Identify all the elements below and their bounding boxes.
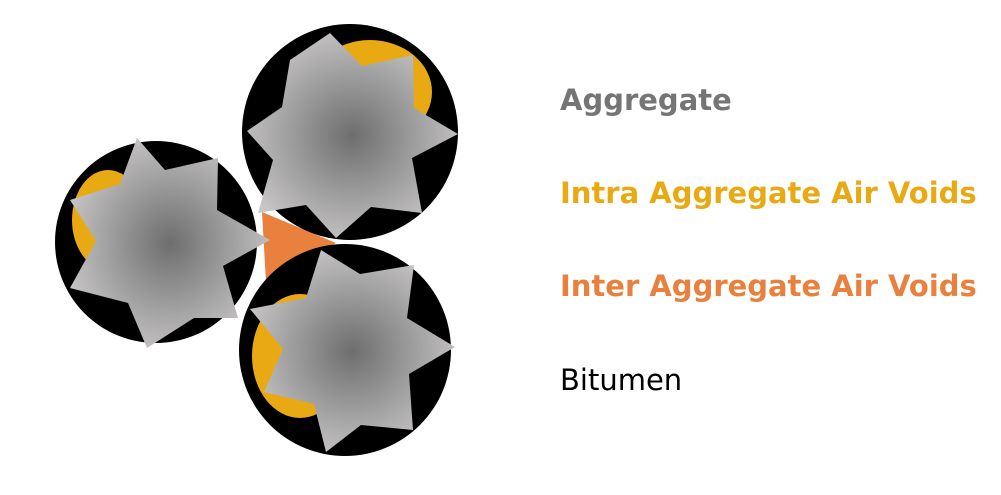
aggregate-particle-left xyxy=(55,138,270,348)
legend-aggregate-label: Aggregate xyxy=(560,83,732,117)
legend-bitumen-label: Bitumen xyxy=(560,363,683,397)
legend-inter-aggregate-air-voids-label: Inter Aggregate Air Voids xyxy=(560,269,977,303)
aggregate-particle-top xyxy=(242,24,458,240)
aggregate-star-left xyxy=(70,138,270,348)
aggregate-star-top xyxy=(247,33,458,238)
inter-aggregate-void xyxy=(262,212,336,282)
aggregate-particle-bottom xyxy=(239,244,455,456)
aggregate-star-bottom xyxy=(250,250,455,452)
legend-intra-aggregate-air-voids-label: Intra Aggregate Air Voids xyxy=(560,176,977,210)
